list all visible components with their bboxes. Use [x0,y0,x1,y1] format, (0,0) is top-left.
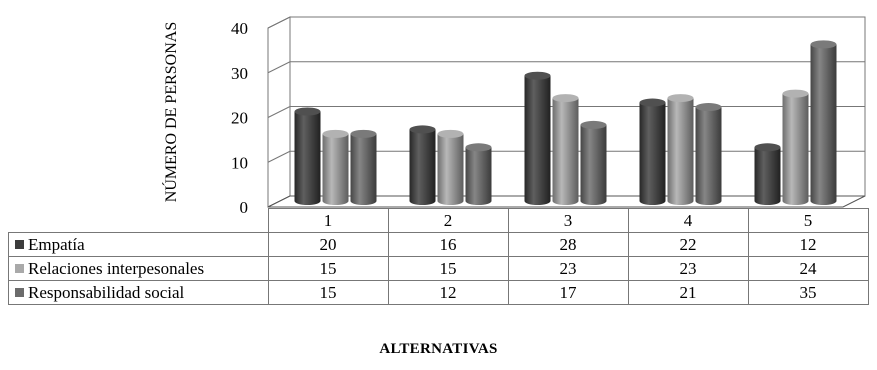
legend-key-1 [15,263,24,273]
bar-top [754,143,781,152]
bar [409,129,436,205]
bar [437,133,464,205]
legend-entry: Empatía [8,232,269,257]
bar-top [322,129,349,138]
data-table-cell: 22 [627,232,749,257]
legend-label: Responsabilidad social [28,282,185,302]
bar [782,93,809,205]
data-table-cell: 15 [387,256,509,281]
data-table-cell: 21 [627,280,749,305]
bar-top [465,143,492,152]
data-table-col-header: 3 [507,208,629,233]
data-table-row: Empatía 20 16 28 22 12 [8,232,869,257]
bar [350,133,377,205]
data-table-cell: 12 [387,280,509,305]
data-table-header-row: 1 2 3 4 5 [9,208,869,233]
legend-entry: Relaciones interpesonales [8,256,269,281]
legend-key-2 [15,287,24,297]
bar [810,44,837,205]
bar-top [580,120,607,129]
bar-top [782,89,809,98]
y-tick-label: 40 [231,19,248,38]
bar [552,98,579,205]
bar-top [409,125,436,134]
data-table-col-header: 2 [387,208,509,233]
data-table-cell: 12 [747,232,869,257]
data-table-cell: 16 [387,232,509,257]
legend-label: Empatía [28,234,85,254]
bar-top [639,98,666,107]
bar-top [524,71,551,80]
data-table-row: Responsabilidad social 15 12 17 21 35 [8,280,869,305]
bar [580,124,607,205]
bar-top [437,129,464,138]
y-axis-label-text: NÚMERO DE PERSONAS [163,21,180,203]
data-table-cell: 23 [627,256,749,281]
data-table-col-header: 1 [267,208,389,233]
bar-top [695,103,722,112]
gridline-side [267,16,291,29]
y-tick-label: 0 [240,198,249,217]
data-table-cell: 15 [267,256,389,281]
data-table-cell: 20 [267,232,389,257]
data-table-col-header: 5 [747,208,869,233]
bar [639,102,666,205]
data-table-row: Relaciones interpesonales 15 15 23 23 24 [8,256,869,281]
data-table-cell: 35 [747,280,869,305]
gridline-side [267,106,291,118]
bar-top [667,94,694,103]
data-table-cell: 24 [747,256,869,281]
bar-top [552,94,579,103]
data-table-cell: 28 [507,232,629,257]
data-table-cell: 23 [507,256,629,281]
y-axis-label: NÚMERO DE PERSONAS [163,22,180,202]
bar-top [294,107,321,116]
data-table-cell: 17 [507,280,629,305]
bar-top [810,40,837,49]
bar [524,75,551,205]
gridline-side [267,61,291,74]
legend-label: Relaciones interpesonales [28,258,205,278]
data-table-col-header: 4 [627,208,749,233]
data-table: 1 2 3 4 5 Empatía 20 16 28 22 12 Relacio… [8,208,869,305]
bar [667,98,694,205]
bar [465,147,492,205]
bar [322,133,349,205]
bar [695,107,722,205]
bar [754,147,781,205]
gridline-side [267,150,291,163]
data-table-cell: 15 [267,280,389,305]
y-tick-label: 20 [231,109,248,128]
bar-top [350,129,377,138]
y-tick-label: 10 [231,153,248,172]
data-table-corner [9,209,269,233]
bar [294,111,321,205]
x-axis-title: ALTERNATIVAS [379,341,498,357]
legend-entry: Responsabilidad social [8,280,269,305]
y-tick-label: 30 [231,64,248,83]
legend-key-0 [15,239,24,249]
